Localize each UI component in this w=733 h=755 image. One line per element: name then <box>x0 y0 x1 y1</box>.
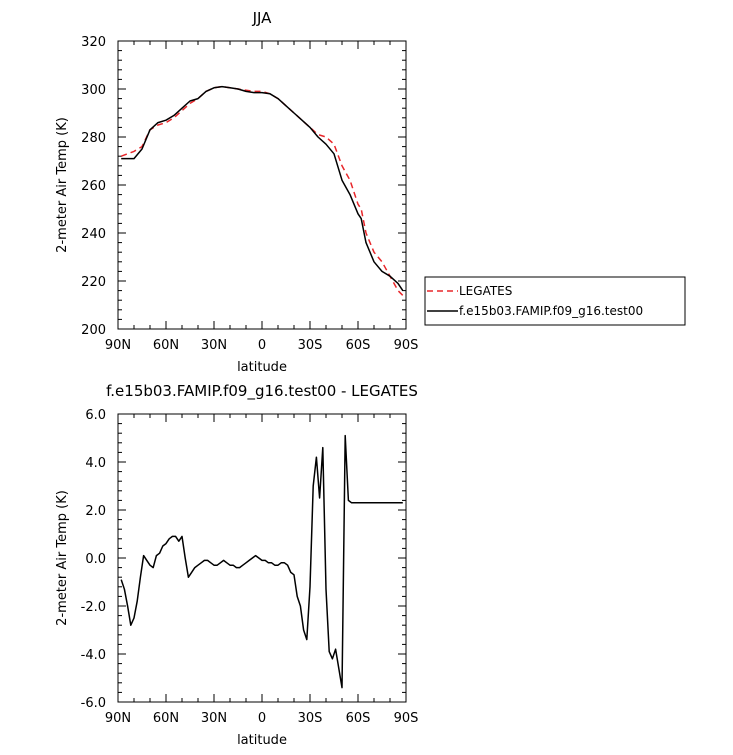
x-tick-label: 90S <box>394 338 419 353</box>
x-tick-label: 60N <box>153 338 179 353</box>
x-tick-label: 0 <box>258 711 266 726</box>
y-tick-label: 240 <box>81 227 106 242</box>
legend-label-1: f.e15b03.FAMIP.f09_g16.test00 <box>459 304 643 318</box>
x-tick-label: 30S <box>298 711 323 726</box>
legend-label-0: LEGATES <box>459 284 512 298</box>
legend-box <box>424 276 686 326</box>
series-line-1 <box>121 85 404 292</box>
y-tick-label: 280 <box>81 131 106 146</box>
y-tick-label: -6.0 <box>81 696 106 711</box>
x-tick-label: 30N <box>201 338 227 353</box>
plot-frame <box>117 40 407 330</box>
y-tick-label: 0.0 <box>85 552 106 567</box>
series-line-0 <box>120 434 403 689</box>
x-tick-label: 30S <box>298 338 323 353</box>
y-tick-label: 260 <box>81 179 106 194</box>
x-tick-label: 60S <box>346 338 371 353</box>
y-tick-label: 300 <box>81 83 106 98</box>
y-tick-label: 200 <box>81 323 106 338</box>
y-axis-label: 2-meter Air Temp (K) <box>55 490 70 626</box>
y-tick-label: 320 <box>81 35 106 50</box>
x-tick-label: 90N <box>105 711 131 726</box>
plot-frame <box>117 413 407 703</box>
x-axis-label: latitude <box>237 733 287 748</box>
y-tick-label: 2.0 <box>85 504 106 519</box>
x-tick-label: 0 <box>258 338 266 353</box>
y-tick-label: 220 <box>81 275 106 290</box>
x-tick-label: 90N <box>105 338 131 353</box>
x-tick-label: 90S <box>394 711 419 726</box>
chart-title: JJA <box>252 9 273 27</box>
chart-title: f.e15b03.FAMIP.f09_g16.test00 - LEGATES <box>106 382 418 401</box>
x-tick-label: 60N <box>153 711 179 726</box>
y-axis-label: 2-meter Air Temp (K) <box>55 117 70 253</box>
series-line-0 <box>120 85 404 296</box>
y-tick-label: 6.0 <box>85 408 106 423</box>
y-tick-label: 4.0 <box>85 456 106 471</box>
x-tick-label: 60S <box>346 711 371 726</box>
y-tick-label: -4.0 <box>81 648 106 663</box>
y-tick-label: -2.0 <box>81 600 106 615</box>
x-tick-label: 30N <box>201 711 227 726</box>
x-axis-label: latitude <box>237 360 287 375</box>
